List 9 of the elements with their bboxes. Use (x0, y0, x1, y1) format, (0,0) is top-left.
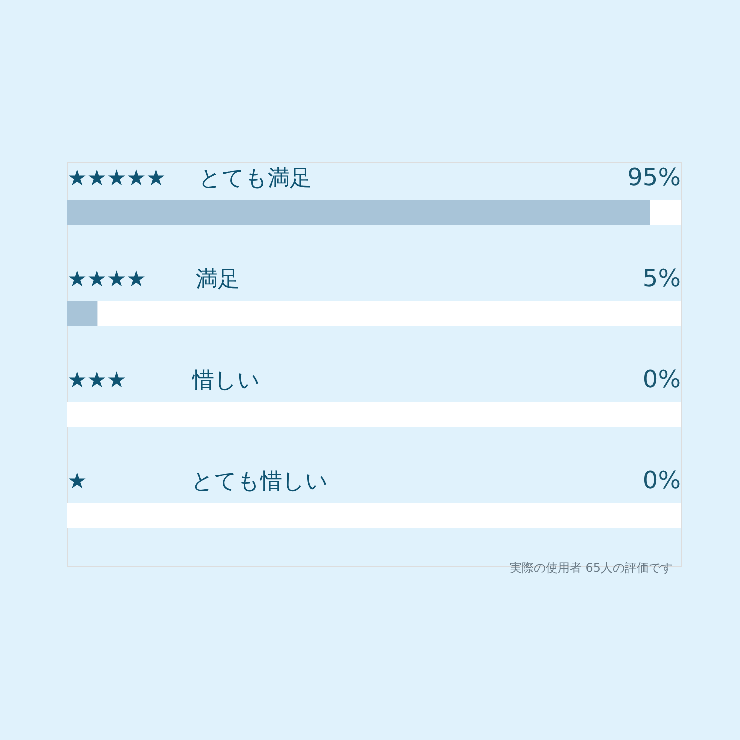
data-label: 0% (642, 466, 681, 494)
y-tick-label: ★★★★ 満足 (68, 268, 240, 292)
y-tick-label: ★★★★★ とても満足 (68, 166, 312, 192)
y-tick-label: ★★★ 惜しい (68, 368, 261, 394)
data-label: 0% (642, 366, 681, 394)
data-label: 5% (642, 264, 681, 292)
data-label: 95% (628, 164, 681, 192)
annotation: 実際の使用者 65人の評価です (510, 561, 673, 575)
y-tick-label: ★ とても惜しい (68, 470, 329, 494)
